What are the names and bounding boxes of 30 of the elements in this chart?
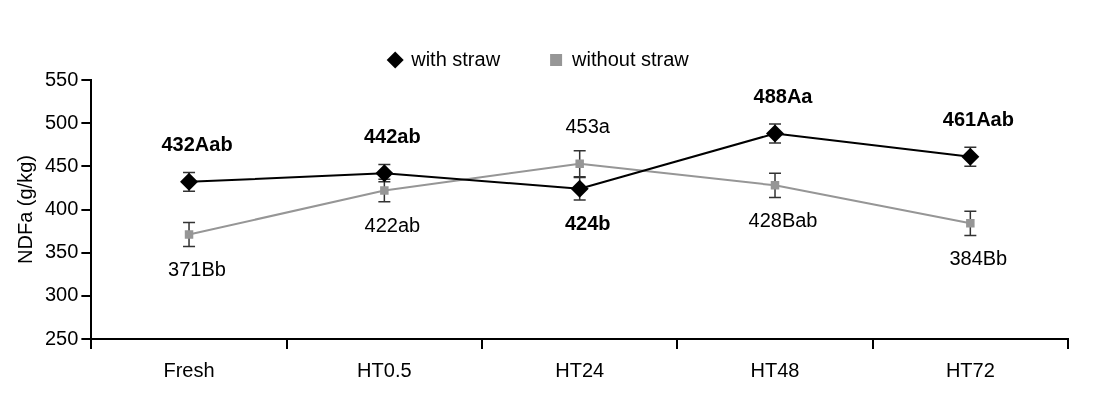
point bbox=[770, 181, 780, 190]
y-axis-title: NDFa (g/kg) bbox=[13, 155, 36, 264]
data-label: 488Aa bbox=[753, 85, 814, 108]
y-tick-label: 300 bbox=[44, 283, 79, 306]
legend-label: with straw bbox=[410, 47, 501, 70]
x-tick-label: HT0.5 bbox=[357, 358, 412, 381]
y-tick-label: 250 bbox=[44, 326, 79, 349]
x-tick-label: Fresh bbox=[163, 358, 215, 381]
y-tick-label: 550 bbox=[44, 67, 79, 90]
legend-label: without straw bbox=[571, 47, 690, 70]
data-label: 422ab bbox=[364, 214, 421, 237]
y-tick-label: 400 bbox=[44, 197, 79, 220]
data-label: 432Aab bbox=[161, 133, 233, 156]
data-label: 442ab bbox=[364, 124, 421, 147]
data-label: 453a bbox=[565, 115, 611, 138]
point bbox=[575, 159, 584, 168]
point bbox=[380, 186, 389, 195]
x-tick-label: HT48 bbox=[750, 358, 800, 381]
data-label: 428Bab bbox=[748, 208, 818, 231]
data-label: 371Bb bbox=[168, 258, 226, 281]
data-label: 384Bb bbox=[949, 246, 1008, 269]
x-tick-label: HT72 bbox=[945, 358, 995, 381]
point bbox=[184, 230, 194, 239]
y-tick-label: 350 bbox=[44, 240, 79, 263]
y-tick-label: 450 bbox=[44, 153, 79, 176]
y-tick-label: 500 bbox=[44, 110, 79, 133]
data-label: 461Aab bbox=[942, 108, 1014, 131]
point bbox=[966, 219, 975, 228]
data-label: 424b bbox=[564, 212, 611, 235]
x-tick-label: HT24 bbox=[555, 358, 605, 381]
